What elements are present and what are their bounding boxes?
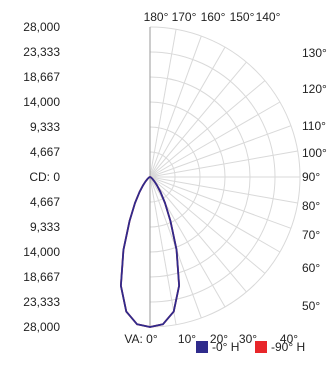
series-layer — [119, 176, 181, 328]
angle-label: 110° — [302, 119, 326, 133]
angle-label: 90° — [302, 170, 321, 184]
angle-label: VA: 0° — [124, 332, 158, 346]
angle-label: 50° — [302, 299, 321, 313]
angle-label: 20° — [209, 332, 229, 346]
legend-entry-0: -0° H — [196, 340, 239, 354]
grid-spoke-50 — [149, 176, 266, 274]
intensity-label: CD: 0 — [29, 170, 60, 184]
angle-label: 40° — [279, 332, 299, 346]
angle-label: 70° — [302, 228, 321, 242]
intensity-label: 4,667 — [29, 195, 60, 209]
angle-label: 160° — [200, 10, 226, 24]
intensity-label: 14,000 — [23, 245, 60, 259]
angle-label: 130° — [302, 46, 327, 60]
grid-spoke-60 — [149, 176, 281, 253]
intensity-label: 18,667 — [23, 270, 60, 284]
intensity-label: 28,000 — [23, 20, 60, 34]
intensity-label: 18,667 — [23, 70, 60, 84]
angle-label: 80° — [302, 199, 321, 213]
grid-spoke-130 — [149, 80, 266, 178]
intensity-label: 14,000 — [23, 95, 60, 109]
grid-spoke-160 — [149, 35, 202, 178]
series-line-0 — [119, 176, 181, 328]
angle-label: 30° — [238, 332, 258, 346]
grid-spoke-140 — [149, 61, 247, 178]
angle-label: 60° — [302, 261, 321, 275]
intensity-label: 4,667 — [29, 145, 60, 159]
legend-swatch-0 — [196, 341, 208, 353]
grid-spoke-40 — [149, 176, 247, 293]
intensity-label: 23,333 — [23, 45, 60, 59]
grid-spoke-110 — [149, 125, 292, 178]
legend-entry-1: -90° H — [255, 340, 305, 354]
angle-label: 10° — [177, 332, 197, 346]
grid-spoke-120 — [149, 101, 281, 178]
intensity-label: 23,333 — [23, 295, 60, 309]
grid-spoke-100 — [149, 150, 298, 178]
intensity-label: 28,000 — [23, 320, 60, 334]
grid-spoke-70 — [149, 176, 292, 229]
angle-label: 170° — [171, 10, 197, 24]
angle-label: 150° — [229, 10, 255, 24]
grid-spoke-150 — [149, 46, 226, 178]
angle-label: 180° — [143, 10, 169, 24]
intensity-label: 9,333 — [29, 120, 60, 134]
angle-label: 140° — [255, 10, 281, 24]
intensity-label: 9,333 — [29, 220, 60, 234]
legend-label-0: -0° H — [212, 340, 240, 354]
grid-spoke-80 — [149, 176, 298, 204]
grid-spoke-170 — [149, 29, 177, 178]
legend-label-1: -90° H — [271, 340, 306, 354]
grid-spokes — [149, 29, 300, 325]
angle-label: 100° — [302, 146, 327, 160]
angle-label: 120° — [302, 82, 327, 96]
grid-spoke-10 — [149, 176, 177, 325]
legend-swatch-1 — [255, 341, 267, 353]
